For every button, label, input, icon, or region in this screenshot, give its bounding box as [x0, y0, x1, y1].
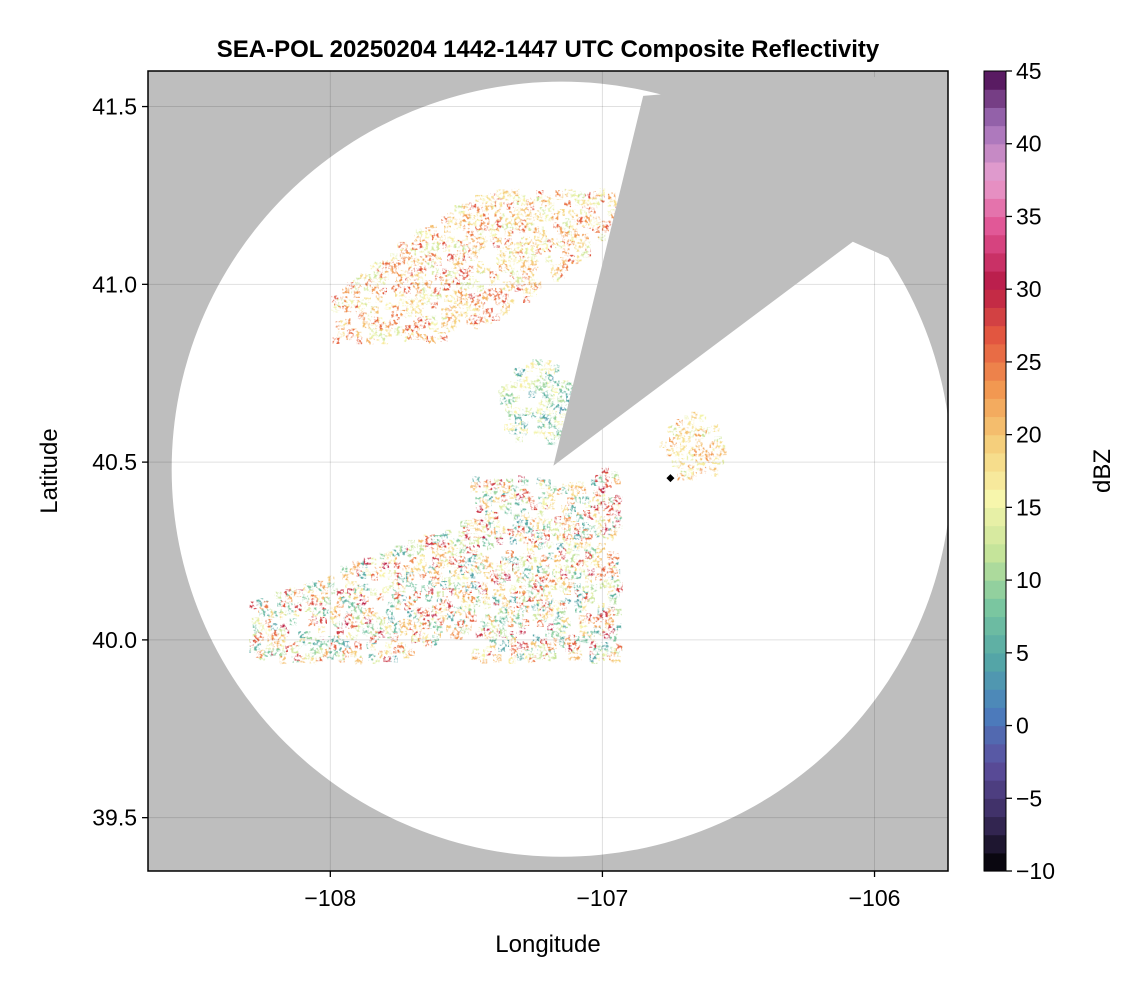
- colorbar-bin: [984, 743, 1006, 763]
- echo-region: [249, 466, 623, 665]
- y-tick-label: 40.0: [92, 627, 137, 653]
- y-tick-label: 41.0: [92, 271, 137, 297]
- colorbar-bin: [984, 216, 1006, 236]
- colorbar-bin: [984, 689, 1006, 708]
- colorbar-tick-label: 20: [1016, 422, 1042, 448]
- colorbar-tick-label: 0: [1016, 713, 1029, 739]
- colorbar-bin: [984, 816, 1006, 836]
- colorbar-bin: [984, 307, 1006, 327]
- colorbar-bin: [984, 798, 1006, 818]
- colorbar-bin: [984, 580, 1006, 599]
- colorbar-bin: [984, 852, 1006, 872]
- colorbar-bin: [984, 380, 1006, 399]
- radar-site-marker: [666, 474, 675, 483]
- colorbar-bin: [984, 834, 1006, 854]
- colorbar-tick-label: 10: [1016, 567, 1042, 593]
- colorbar-bin: [984, 343, 1006, 363]
- x-tick-label: −106: [849, 885, 901, 911]
- echo-region: [331, 188, 623, 345]
- x-axis-ticks: −108 −107 −106: [304, 871, 900, 911]
- colorbar-bin: [984, 507, 1006, 527]
- colorbar-tick-label: 5: [1016, 640, 1029, 666]
- x-axis-label: Longitude: [495, 931, 600, 958]
- colorbar-bin: [984, 561, 1006, 581]
- colorbar-tick-label: −10: [1016, 858, 1055, 884]
- colorbar-bin: [984, 198, 1006, 218]
- x-tick-label: −108: [304, 885, 356, 911]
- colorbar-bin: [984, 234, 1006, 254]
- colorbar-bin: [984, 325, 1006, 345]
- colorbar-bin: [984, 634, 1006, 654]
- colorbar-bin: [984, 652, 1006, 672]
- y-tick-label: 40.5: [92, 449, 137, 475]
- y-axis-label: Latitude: [36, 428, 63, 513]
- colorbar-tick-label: 45: [1016, 58, 1042, 84]
- colorbar-bin: [984, 71, 1006, 90]
- colorbar-bin: [984, 161, 1006, 181]
- echo-region: [498, 359, 579, 446]
- plot-area: [148, 71, 948, 871]
- colorbar-bin: [984, 471, 1006, 490]
- y-tick-label: 39.5: [92, 805, 137, 831]
- colorbar-bin: [984, 543, 1006, 563]
- colorbar-bin: [984, 707, 1006, 727]
- blocked-sector: [553, 71, 948, 466]
- colorbar-bin: [984, 489, 1006, 508]
- colorbar-tick-label: 15: [1016, 494, 1042, 520]
- colorbar-bin: [984, 416, 1006, 436]
- colorbar-bin: [984, 361, 1006, 381]
- colorbar-bin: [984, 180, 1006, 199]
- colorbar-tick-label: 40: [1016, 131, 1042, 157]
- colorbar-bin: [984, 271, 1006, 290]
- reflectivity-echoes: [249, 188, 727, 665]
- colorbar-tick-label: 25: [1016, 349, 1042, 375]
- colorbar-bin: [984, 289, 1006, 308]
- colorbar-bin: [984, 525, 1006, 545]
- chart-title: SEA-POL 20250204 1442-1447 UTC Composite…: [217, 36, 880, 63]
- colorbar-bin: [984, 252, 1006, 272]
- y-axis-ticks: 39.5 40.0 40.5 41.0 41.5: [92, 94, 148, 831]
- colorbar-bin: [984, 671, 1006, 690]
- colorbar-bin: [984, 398, 1006, 418]
- colorbar-frame: [983, 70, 1007, 872]
- colorbar-bin: [984, 143, 1006, 163]
- colorbar-bin: [984, 598, 1006, 618]
- colorbar-bin: [984, 780, 1006, 799]
- colorbar-bin: [984, 89, 1006, 108]
- echo-region: [659, 411, 727, 481]
- x-tick-label: −107: [577, 885, 629, 911]
- colorbar-tick-label: 30: [1016, 276, 1042, 302]
- colorbar-tick-label: 35: [1016, 203, 1042, 229]
- colorbar: −10 −5 0 5 10 15 20 25 30 35 40 45: [983, 58, 1055, 884]
- colorbar-bin: [984, 125, 1006, 145]
- colorbar-bin: [984, 616, 1006, 636]
- colorbar-label: dBZ: [1089, 449, 1116, 493]
- colorbar-tick-label: −5: [1016, 785, 1042, 811]
- colorbar-bin: [984, 725, 1006, 745]
- y-tick-label: 41.5: [92, 94, 137, 120]
- colorbar-bin: [984, 452, 1006, 472]
- colorbar-bin: [984, 761, 1006, 781]
- colorbar-bin: [984, 107, 1006, 127]
- plot-frame: [147, 70, 949, 872]
- colorbar-bin: [984, 434, 1006, 454]
